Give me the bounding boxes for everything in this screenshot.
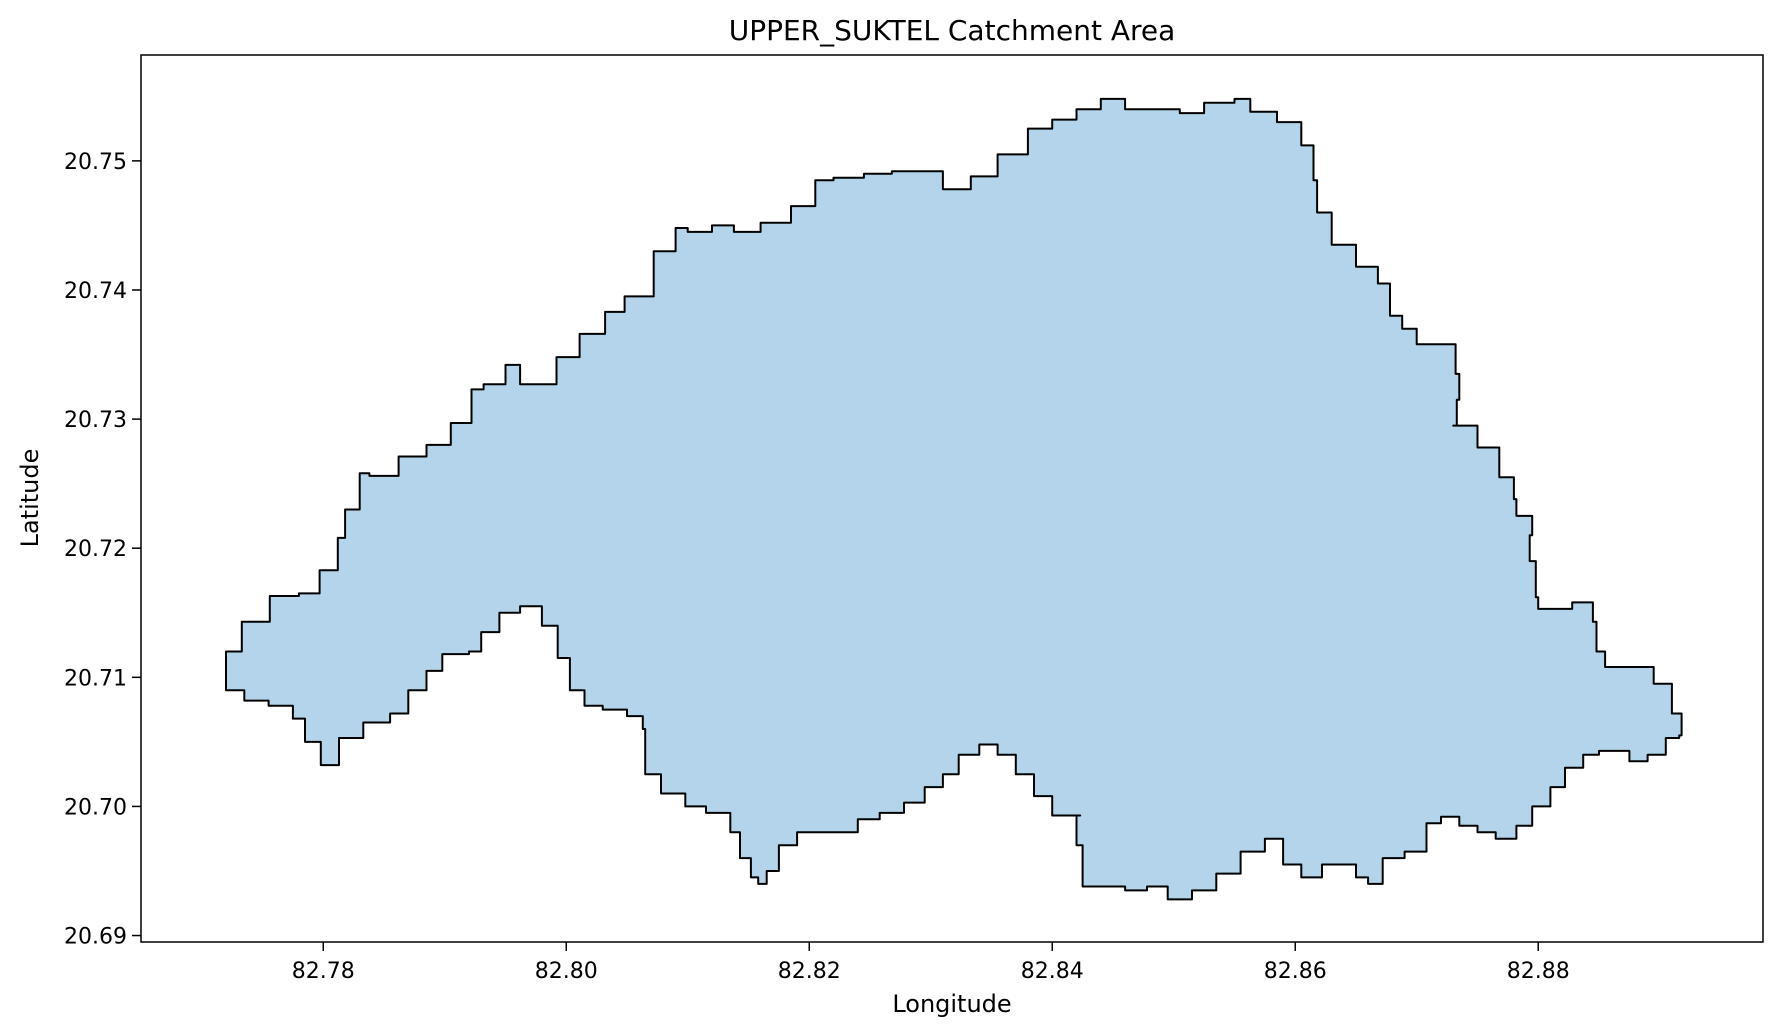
plot-area xyxy=(140,54,1764,943)
x-tick-label: 82.78 xyxy=(292,959,355,984)
catchment-polygon xyxy=(225,97,1683,901)
x-tick-label: 82.82 xyxy=(778,959,841,984)
x-tick-label: 82.86 xyxy=(1264,959,1327,984)
x-axis-label: Longitude xyxy=(892,990,1011,1018)
x-axis: 82.78 82.80 82.82 82.84 82.86 82.88 xyxy=(292,942,1570,984)
x-tick-label: 82.84 xyxy=(1021,959,1084,984)
y-axis-label: Latitude xyxy=(16,449,44,548)
y-tick-label: 20.73 xyxy=(64,408,127,433)
y-tick-label: 20.74 xyxy=(64,279,127,304)
y-axis: 20.69 20.70 20.71 20.72 20.73 20.74 20.75 xyxy=(64,150,141,950)
y-tick-label: 20.71 xyxy=(64,666,127,691)
y-tick-label: 20.69 xyxy=(64,925,127,950)
y-tick-label: 20.72 xyxy=(64,537,127,562)
y-tick-label: 20.70 xyxy=(64,795,127,820)
plot-frame xyxy=(140,54,1764,943)
chart-title: UPPER_SUKTEL Catchment Area xyxy=(729,14,1176,47)
x-tick-label: 82.88 xyxy=(1507,959,1570,984)
y-tick-label: 20.75 xyxy=(64,150,127,175)
x-tick-label: 82.80 xyxy=(535,959,598,984)
